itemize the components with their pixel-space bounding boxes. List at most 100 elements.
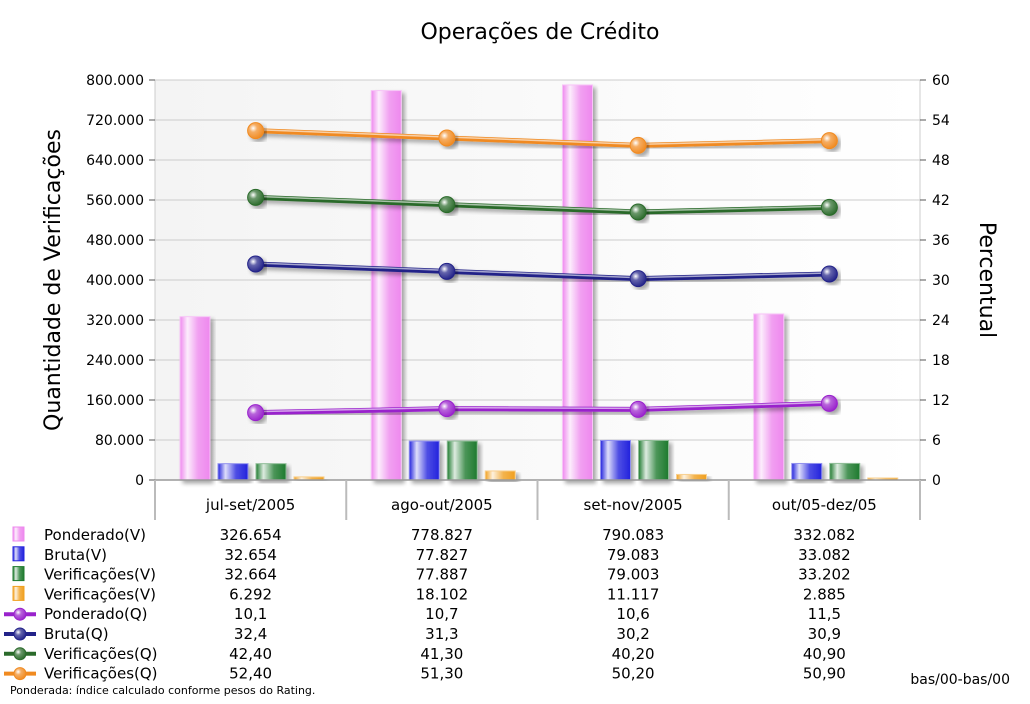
y-tick-label-right: 48 <box>932 153 950 169</box>
data-table-cell: 18.102 <box>416 585 469 603</box>
lines <box>247 122 838 422</box>
data-table-cell: 11.117 <box>607 585 660 603</box>
legend-swatch-bar <box>12 566 25 582</box>
data-table-cell: 79.003 <box>607 566 660 584</box>
point-1-1 <box>247 404 265 422</box>
y-tick-label-left: 720.000 <box>86 113 144 129</box>
point-3-4 <box>820 198 838 216</box>
legend-label: Bruta(Q) <box>44 625 109 643</box>
bar-3-2 <box>446 440 478 481</box>
series-line-highlight-4 <box>255 128 830 146</box>
point-2-1 <box>247 255 265 273</box>
data-table-cell: 50,90 <box>803 665 846 683</box>
axes: 0 80.000 160.000 240.000 320.000 400.000 480.0… <box>86 73 950 520</box>
data-table-cell: 30,9 <box>808 625 841 643</box>
legend-swatch-bar <box>12 585 25 601</box>
y-tick-label-left: 320.000 <box>86 313 144 329</box>
point-2-3 <box>629 270 647 288</box>
y-tick-label-left: 80.000 <box>95 433 144 449</box>
data-table-cell: 10,1 <box>234 605 267 623</box>
bar-2-2 <box>408 440 440 481</box>
bars <box>179 84 899 481</box>
legend-label: Bruta(V) <box>44 546 107 564</box>
series-line-highlight-2 <box>255 262 830 279</box>
legend-label: Ponderado(V) <box>44 526 146 544</box>
legend-label: Verificações(Q) <box>44 645 158 663</box>
y-tick-label-left: 160.000 <box>86 393 144 409</box>
data-table-cell: 77.827 <box>416 546 469 564</box>
x-tick-label: ago-out/2005 <box>391 496 493 514</box>
point-1-2 <box>438 400 456 418</box>
y-axis-right-label: Percentual <box>974 222 999 338</box>
point-4-2 <box>438 129 456 147</box>
bar-1-1 <box>179 316 211 481</box>
legend-swatch-bar <box>12 526 25 542</box>
y-tick-label-right: 42 <box>932 193 950 209</box>
series-line-3 <box>255 194 830 215</box>
data-table-cell: 10,6 <box>616 605 649 623</box>
data-table-cell: 52,40 <box>229 665 272 683</box>
legend-swatch-marker <box>13 627 27 641</box>
data-table-cell: 31,3 <box>425 625 458 643</box>
point-2-4 <box>820 265 838 283</box>
point-3-3 <box>629 203 647 221</box>
legend-swatch-bar <box>12 546 25 562</box>
point-4-3 <box>629 136 647 154</box>
data-table-cell: 32,4 <box>234 625 267 643</box>
data-table-cell: 326.654 <box>220 526 282 544</box>
point-3-2 <box>438 196 456 214</box>
data-table-cell: 33.082 <box>798 546 851 564</box>
data-table-cell: 778.827 <box>411 526 473 544</box>
y-tick-label-left: 800.000 <box>86 73 144 89</box>
x-tick-label: out/05-dez/05 <box>772 496 877 514</box>
data-table-cell: 790.083 <box>602 526 664 544</box>
legend-label: Verificações(V) <box>44 566 156 584</box>
bar-4-2 <box>484 470 516 481</box>
series-line-1 <box>255 400 830 416</box>
series-line-4 <box>255 128 830 148</box>
data-table-cell: 32.654 <box>224 546 277 564</box>
point-1-4 <box>820 394 838 412</box>
legend-swatch-marker <box>13 647 27 661</box>
legend-swatch-marker <box>13 607 27 621</box>
data-table-cell: 41,30 <box>420 645 463 663</box>
data-table-cell: 40,90 <box>803 645 846 663</box>
y-tick-label-right: 24 <box>932 313 950 329</box>
y-tick-label-right: 36 <box>932 233 950 249</box>
y-tick-label-right: 12 <box>932 393 950 409</box>
data-table-cell: 79.083 <box>607 546 660 564</box>
y-tick-label-left: 240.000 <box>86 353 144 369</box>
series-line-2 <box>255 261 830 282</box>
point-2-2 <box>438 262 456 280</box>
point-4-4 <box>820 132 838 150</box>
bar-2-1 <box>217 463 249 481</box>
data-table: Ponderado(V) 326.654 778.827 790.083 332.082… <box>4 526 855 683</box>
y-tick-label-right: 30 <box>932 273 950 289</box>
bar-3-4 <box>829 462 861 481</box>
bar-1-2 <box>370 90 402 481</box>
y-tick-label-left: 480.000 <box>86 233 144 249</box>
legend-label: Ponderado(Q) <box>44 605 148 623</box>
y-tick-label-left: 400.000 <box>86 273 144 289</box>
data-table-cell: 51,30 <box>420 665 463 683</box>
x-tick-label: jul-set/2005 <box>205 496 295 514</box>
point-3-1 <box>247 188 265 206</box>
data-table-cell: 50,20 <box>612 665 655 683</box>
data-table-cell: 77.887 <box>416 566 469 584</box>
bar-3-1 <box>255 463 287 481</box>
point-1-3 <box>629 400 647 418</box>
bar-4-3 <box>676 473 707 481</box>
legend-label: Verificações(Q) <box>44 665 158 683</box>
data-table-cell: 32.664 <box>224 566 277 584</box>
bar-2-4 <box>791 462 823 481</box>
bar-1-4 <box>753 313 785 481</box>
data-table-cell: 30,2 <box>616 625 649 643</box>
y-tick-label-right: 54 <box>932 113 950 129</box>
data-table-cell: 6.292 <box>229 585 272 603</box>
bar-3-3 <box>638 439 669 481</box>
y-tick-label-left: 560.000 <box>86 193 144 209</box>
series-line-highlight-3 <box>255 195 830 212</box>
series-line-highlight-1 <box>255 401 830 413</box>
legend-swatch-marker <box>13 667 27 681</box>
